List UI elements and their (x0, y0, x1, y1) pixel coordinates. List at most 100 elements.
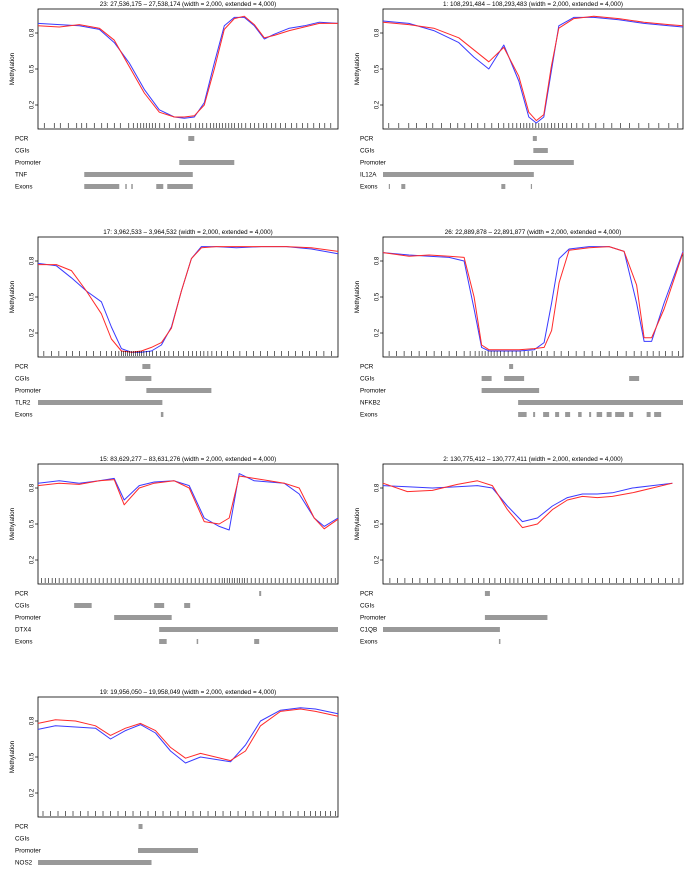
y-tick-label: 0.2 (30, 328, 36, 337)
y-axis-label: Methylation (9, 52, 16, 85)
series-line-blue (37, 707, 339, 764)
y-tick-label: 0.8 (30, 483, 36, 492)
track-bar-pcr (532, 136, 537, 141)
track-bar-il12a (383, 172, 534, 177)
y-tick-label: 0.5 (30, 519, 36, 528)
chart-title: 1: 108,291,484 – 108,293,483 (width = 2,… (443, 1, 623, 8)
track-label: IL12A (360, 172, 377, 179)
track-bar-exons (156, 184, 164, 189)
track-label: TLR2 (15, 400, 31, 407)
track-bar-c1qb (383, 627, 500, 632)
y-axis-label: Methylation (354, 280, 361, 313)
chart-title: 15: 83,629,277 – 83,631,276 (width = 2,0… (100, 456, 276, 463)
track-bar-nos2 (38, 860, 152, 865)
track-label: Promoter (15, 615, 41, 622)
track-bar-promoter (138, 848, 199, 853)
y-tick-label: 0.8 (30, 716, 36, 725)
track-bar-pcr (142, 364, 151, 369)
track-label: Promoter (15, 160, 41, 167)
track-bar-exons (589, 412, 592, 417)
y-axis-label: Methylation (354, 52, 361, 85)
track-label: Exons (15, 412, 33, 419)
track-label: CGIs (15, 148, 29, 155)
track-bar-promoter (114, 615, 172, 620)
track-label: CGIs (360, 148, 374, 155)
plot-frame (382, 463, 684, 585)
track-bar-tnf (84, 172, 193, 177)
track-label: Promoter (15, 388, 41, 395)
track-label: Promoter (360, 160, 386, 167)
y-tick-label: 0.2 (30, 100, 36, 109)
y-tick-label: 0.5 (30, 292, 36, 301)
series-line-blue (382, 482, 673, 523)
track-bar-exons (125, 184, 127, 189)
track-bar-exons (615, 412, 625, 417)
track-bar-dtx4 (159, 627, 338, 632)
series-line-blue (382, 246, 684, 352)
y-tick-label: 0.5 (375, 519, 381, 528)
series-line-blue (37, 473, 339, 531)
track-label: CGIs (360, 376, 374, 383)
track-bar-exons (555, 412, 560, 417)
y-tick-label: 0.8 (375, 28, 381, 37)
track-bar-exons (578, 412, 582, 417)
y-tick-label: 0.5 (375, 64, 381, 73)
track-bar-exons (606, 412, 612, 417)
track-bar-exons (254, 639, 260, 644)
y-axis-label: Methylation (9, 280, 16, 313)
track-bar-exons (629, 412, 634, 417)
track-label: Exons (15, 639, 33, 646)
y-tick-label: 0.2 (375, 555, 381, 564)
track-label: C1QB (360, 627, 377, 634)
track-label: DTX4 (15, 627, 32, 634)
track-bar-pcr (259, 591, 262, 596)
track-bar-cgis (481, 376, 492, 381)
y-tick-label: 0.2 (375, 328, 381, 337)
y-axis-label: Methylation (9, 507, 16, 540)
track-bar-exons (596, 412, 603, 417)
chart-panel-6: 2: 130,775,412 – 130,777,411 (width = 2,… (354, 456, 684, 646)
track-bar-exons (646, 412, 651, 417)
plot-frame (37, 236, 339, 358)
series-line-blue (382, 16, 684, 124)
track-bar-pcr (484, 591, 490, 596)
track-label: TNF (15, 172, 27, 179)
track-bar-promoter (481, 388, 540, 393)
series-line-red (38, 246, 339, 353)
track-bar-cgis (74, 603, 92, 608)
y-tick-label: 0.5 (30, 64, 36, 73)
series-line-blue (37, 16, 339, 119)
track-bar-exons (530, 184, 533, 189)
track-bar-exons (167, 184, 193, 189)
track-bar-pcr (138, 824, 143, 829)
track-label: PCR (15, 824, 29, 831)
y-tick-label: 0.8 (375, 256, 381, 265)
track-label: CGIs (360, 603, 374, 610)
series-line-red (382, 480, 673, 529)
track-bar-exons (654, 412, 662, 417)
track-bar-exons (498, 639, 501, 644)
y-tick-label: 0.5 (375, 292, 381, 301)
chart-panel-7: 19: 19,956,050 – 19,958,049 (width = 2,0… (9, 689, 339, 867)
track-label: PCR (360, 364, 374, 371)
track-bar-exons (501, 184, 506, 189)
y-axis-label: Methylation (9, 740, 16, 773)
track-bar-exons (160, 412, 164, 417)
track-bar-exons (565, 412, 571, 417)
track-bar-exons (388, 184, 391, 189)
track-label: Exons (360, 184, 378, 191)
track-bar-exons (131, 184, 133, 189)
track-bar-exons (401, 184, 406, 189)
track-label: PCR (360, 591, 374, 598)
track-bar-exons (159, 639, 167, 644)
track-bar-exons (196, 639, 199, 644)
plot-frame (37, 463, 339, 585)
series-line-red (382, 246, 684, 351)
y-tick-label: 0.8 (375, 483, 381, 492)
track-bar-promoter (146, 388, 212, 393)
track-bar-pcr (509, 364, 514, 369)
y-tick-label: 0.2 (30, 788, 36, 797)
chart-panel-4: 26: 22,889,878 – 22,891,877 (width = 2,0… (354, 229, 684, 419)
chart-title: 19: 19,956,050 – 19,958,049 (width = 2,0… (100, 689, 276, 696)
track-bar-tlr2 (38, 400, 163, 405)
